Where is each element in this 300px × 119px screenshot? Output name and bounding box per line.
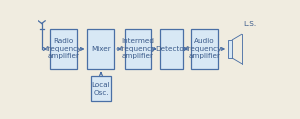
Text: Detector: Detector [155,46,187,52]
Text: Intermed
frequency
amplifier: Intermed frequency amplifier [120,38,156,60]
Text: Local
Osc.: Local Osc. [92,82,110,96]
Bar [228,40,232,58]
Bar [88,29,114,69]
Text: Radio
frequency
amplifier: Radio frequency amplifier [46,38,82,60]
Bar [91,77,111,101]
Text: Mixer: Mixer [91,46,111,52]
Bar [160,29,183,69]
Text: L.S.: L.S. [244,21,257,27]
Bar [50,29,77,69]
Text: Audio
frequency
amplifier: Audio frequency amplifier [186,38,223,60]
Bar [125,29,152,69]
Bar [191,29,218,69]
